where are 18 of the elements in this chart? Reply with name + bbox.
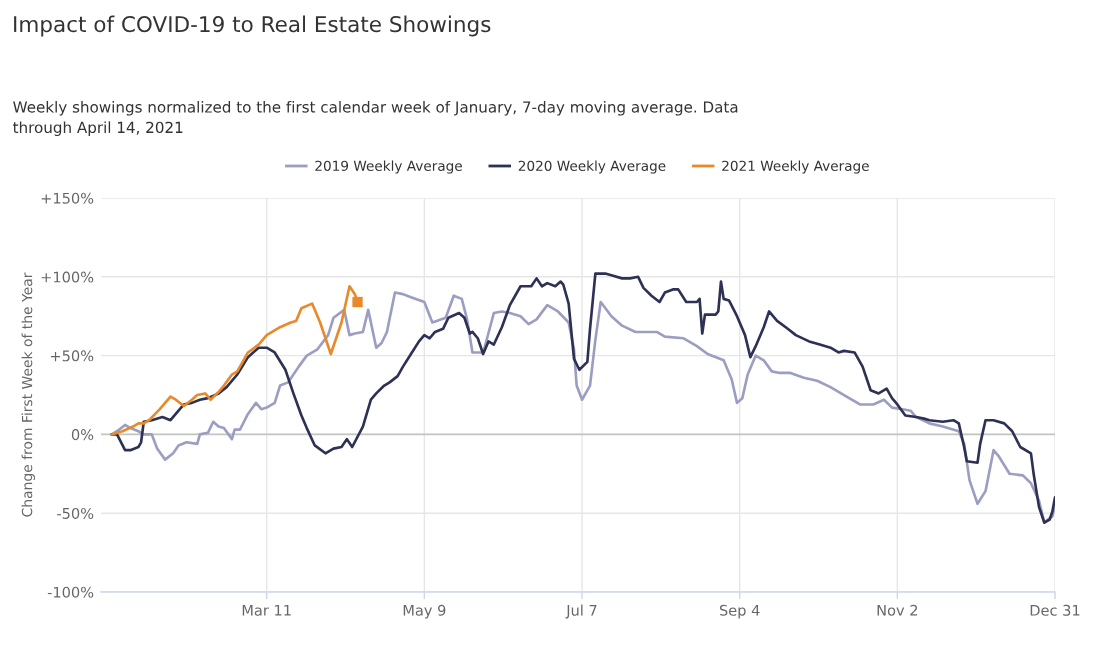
- y-tick-label: +100%: [41, 271, 94, 283]
- y-tick-label: +50%: [50, 350, 94, 362]
- y-tick-label: +150%: [41, 192, 94, 204]
- legend-label: 2021 Weekly Average: [722, 160, 869, 174]
- y-tick-label: -50%: [57, 507, 94, 519]
- legend-label: 2019 Weekly Average: [315, 160, 462, 174]
- chart-subtitle: Weekly showings normalized to the first calendar week of January, 7-day moving average. Data through April 14, 2021: [13, 100, 738, 137]
- y-axis-title: Change from First Week of the Year: [21, 272, 35, 517]
- chart-title: Impact of COVID-19 to Real Estate Showings: [14, 15, 491, 37]
- x-tick-label: Dec 31: [1030, 604, 1080, 616]
- x-tick-label: Sep 4: [719, 604, 760, 619]
- x-tick-label: May 9: [403, 604, 446, 619]
- x-tick-label: Jul 7: [565, 604, 597, 619]
- x-tick-label: Mar 11: [242, 604, 291, 616]
- legend-label: 2020 Weekly Average: [518, 160, 666, 174]
- x-tick-label: Nov 2: [877, 604, 918, 616]
- y-tick-label: 0%: [71, 429, 94, 441]
- y-tick-label: -100%: [47, 586, 94, 598]
